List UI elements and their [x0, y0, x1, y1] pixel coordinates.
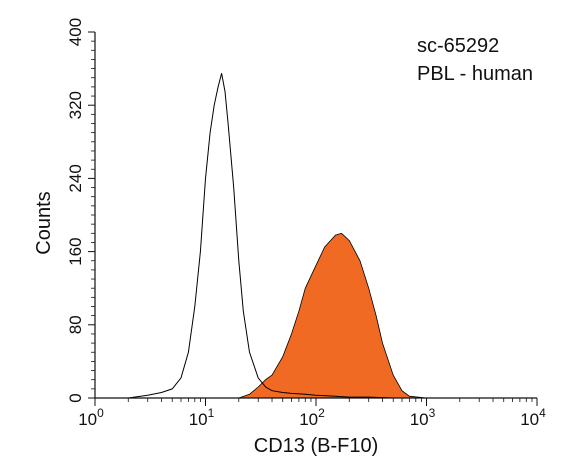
antibody-id-label: sc-65292: [417, 35, 499, 57]
y-tick-label: 0: [66, 393, 85, 402]
x-tick-label: 103: [410, 406, 436, 429]
filled-histogram-series: [95, 232, 537, 399]
y-tick-label: 400: [66, 18, 85, 46]
y-tick-label: 80: [66, 315, 85, 334]
series-layer: [95, 73, 537, 399]
x-tick-label: 101: [189, 406, 215, 429]
ticks-layer: 100 101 102 103 104 0 80 160 240 320 400: [66, 18, 546, 429]
x-axis-title: CD13 (B-F10): [254, 435, 378, 457]
control-histogram-series: [95, 73, 537, 399]
x-tick-label: 104: [520, 406, 546, 429]
y-tick-label: 160: [66, 237, 85, 265]
y-axis-title: Counts: [33, 191, 55, 254]
x-tick-label: 102: [299, 406, 325, 429]
x-tick-label: 100: [78, 406, 104, 429]
y-tick-label: 240: [66, 164, 85, 192]
y-tick-label: 320: [66, 91, 85, 119]
sample-label: PBL - human: [417, 63, 533, 85]
